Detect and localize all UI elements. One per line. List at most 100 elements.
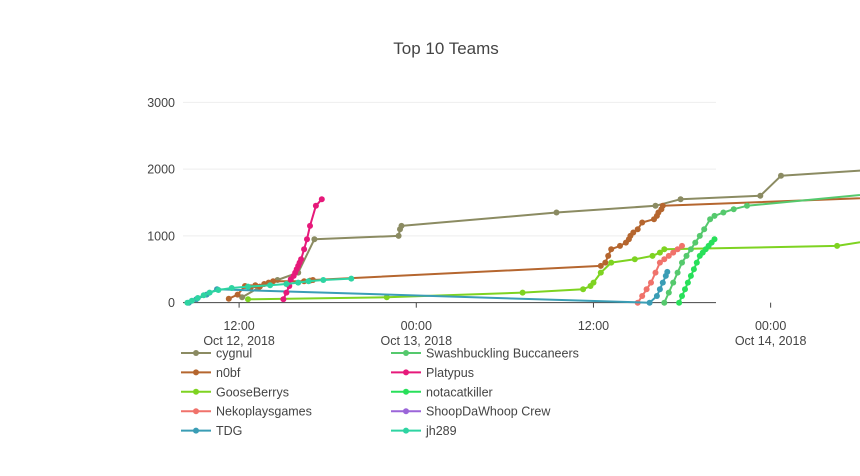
data-point-platypus[interactable] — [312, 202, 319, 209]
data-point-n0bf[interactable] — [602, 259, 609, 266]
data-point-cygnul[interactable] — [778, 172, 784, 179]
data-point-nekoplaysgames[interactable] — [652, 269, 659, 276]
data-point-tdg[interactable] — [659, 279, 666, 286]
data-point-cygnul[interactable] — [757, 192, 764, 199]
data-point-jh289[interactable] — [228, 285, 235, 291]
data-point-swashbuckling-buccaneers[interactable] — [670, 279, 677, 286]
data-point-swashbuckling-buccaneers[interactable] — [687, 246, 694, 253]
data-point-notacatkiller[interactable] — [711, 236, 718, 243]
data-point-platypus[interactable] — [283, 289, 290, 296]
data-point-swashbuckling-buccaneers[interactable] — [661, 299, 668, 306]
data-point-platypus[interactable] — [318, 196, 325, 203]
data-point-cygnul[interactable] — [395, 232, 402, 239]
data-point-notacatkiller[interactable] — [682, 286, 688, 293]
data-point-n0bf[interactable] — [639, 219, 646, 226]
data-point-swashbuckling-buccaneers[interactable] — [707, 216, 714, 223]
data-point-notacatkiller[interactable] — [693, 259, 700, 266]
data-point-notacatkiller[interactable] — [684, 279, 691, 286]
data-point-tdg[interactable] — [653, 293, 660, 299]
data-point-jh289[interactable] — [200, 292, 207, 299]
data-point-nekoplaysgames[interactable] — [670, 249, 677, 256]
data-point-nekoplaysgames[interactable] — [674, 246, 681, 253]
data-point-jh289[interactable] — [267, 282, 274, 289]
data-point-cygnul[interactable] — [311, 236, 318, 243]
data-point-swashbuckling-buccaneers[interactable] — [679, 259, 685, 266]
data-point-n0bf[interactable] — [608, 246, 615, 253]
data-point-swashbuckling-buccaneers[interactable] — [683, 252, 690, 259]
data-point-gooseberrys[interactable] — [383, 294, 390, 301]
data-point-gooseberrys[interactable] — [834, 242, 841, 249]
data-point-cygnul[interactable] — [239, 294, 246, 301]
data-point-n0bf[interactable] — [605, 252, 612, 259]
data-point-notacatkiller[interactable] — [676, 299, 683, 306]
data-point-nekoplaysgames[interactable] — [648, 279, 654, 286]
legend-item-notacatkiller[interactable]: notacatkiller — [391, 385, 493, 399]
legend-item-tdg[interactable]: TDG — [181, 424, 242, 438]
data-point-swashbuckling-buccaneers[interactable] — [730, 206, 737, 213]
legend-item-cygnul[interactable]: cygnul — [181, 347, 252, 361]
data-point-swashbuckling-buccaneers[interactable] — [665, 289, 672, 296]
data-point-gooseberrys[interactable] — [590, 279, 597, 286]
data-point-gooseberrys[interactable] — [631, 256, 638, 263]
data-point-swashbuckling-buccaneers[interactable] — [720, 209, 727, 216]
data-point-gooseberrys[interactable] — [656, 249, 663, 256]
legend-item-gooseberrys[interactable]: GooseBerrys — [181, 385, 289, 399]
legend-item-platypus[interactable]: Platypus — [391, 366, 474, 380]
data-point-notacatkiller[interactable] — [687, 272, 694, 279]
data-point-n0bf[interactable] — [634, 226, 641, 233]
data-point-platypus[interactable] — [280, 296, 287, 303]
data-point-nekoplaysgames[interactable] — [643, 286, 650, 293]
data-point-jh289[interactable] — [215, 287, 222, 293]
data-point-jh289[interactable] — [320, 277, 327, 283]
legend-item-jh289[interactable]: jh289 — [391, 424, 457, 438]
data-point-cygnul[interactable] — [398, 222, 405, 229]
data-point-nekoplaysgames[interactable] — [639, 293, 646, 299]
data-point-nekoplaysgames[interactable] — [679, 242, 685, 249]
legend-item-shoopdawhoop-crew[interactable]: ShoopDaWhoop Crew — [391, 405, 551, 419]
data-point-notacatkiller[interactable] — [679, 293, 685, 299]
data-point-n0bf[interactable] — [234, 291, 241, 298]
data-point-jh289[interactable] — [188, 297, 195, 304]
data-point-platypus[interactable] — [298, 256, 305, 263]
data-point-gooseberrys[interactable] — [580, 286, 587, 293]
data-point-jh289[interactable] — [245, 283, 251, 290]
data-point-swashbuckling-buccaneers[interactable] — [744, 202, 750, 209]
data-point-n0bf[interactable] — [225, 295, 232, 302]
data-point-platypus[interactable] — [304, 236, 310, 243]
data-point-notacatkiller[interactable] — [690, 266, 697, 273]
data-point-nekoplaysgames[interactable] — [665, 252, 672, 259]
data-point-n0bf[interactable] — [597, 262, 604, 269]
data-point-swashbuckling-buccaneers[interactable] — [701, 226, 708, 233]
series-line-cygnul[interactable] — [241, 116, 860, 299]
data-point-gooseberrys[interactable] — [245, 296, 251, 303]
data-point-swashbuckling-buccaneers[interactable] — [674, 269, 681, 276]
data-point-cygnul[interactable] — [652, 202, 659, 209]
data-point-tdg[interactable] — [646, 299, 653, 306]
data-point-jh289[interactable] — [283, 281, 290, 287]
data-point-gooseberrys[interactable] — [519, 289, 526, 296]
data-point-tdg[interactable] — [664, 268, 671, 275]
legend-item-swashbuckling-buccaneers[interactable]: Swashbuckling Buccaneers — [391, 347, 579, 361]
data-point-jh289[interactable] — [305, 278, 312, 285]
data-point-jh289[interactable] — [295, 279, 302, 286]
data-point-tdg[interactable] — [656, 286, 663, 293]
data-point-swashbuckling-buccaneers[interactable] — [692, 239, 699, 246]
data-point-n0bf[interactable] — [617, 242, 623, 249]
data-point-gooseberrys[interactable] — [597, 269, 604, 276]
data-point-swashbuckling-buccaneers[interactable] — [711, 212, 718, 219]
data-point-jh289[interactable] — [206, 289, 213, 296]
data-point-cygnul[interactable] — [553, 209, 560, 216]
data-point-gooseberrys[interactable] — [661, 246, 668, 253]
data-point-n0bf[interactable] — [630, 229, 637, 236]
data-point-nekoplaysgames[interactable] — [661, 256, 668, 263]
data-point-jh289[interactable] — [348, 275, 355, 282]
data-point-swashbuckling-buccaneers[interactable] — [696, 232, 703, 239]
data-point-jh289[interactable] — [194, 295, 201, 301]
series-line-swashbuckling-buccaneers[interactable] — [663, 189, 860, 304]
data-point-cygnul[interactable] — [677, 196, 684, 203]
data-point-platypus[interactable] — [301, 246, 308, 253]
data-point-platypus[interactable] — [307, 222, 313, 229]
legend-item-nekoplaysgames[interactable]: Nekoplaysgames — [181, 405, 312, 419]
data-point-gooseberrys[interactable] — [608, 259, 615, 266]
legend-item-n0bf[interactable]: n0bf — [181, 366, 241, 380]
